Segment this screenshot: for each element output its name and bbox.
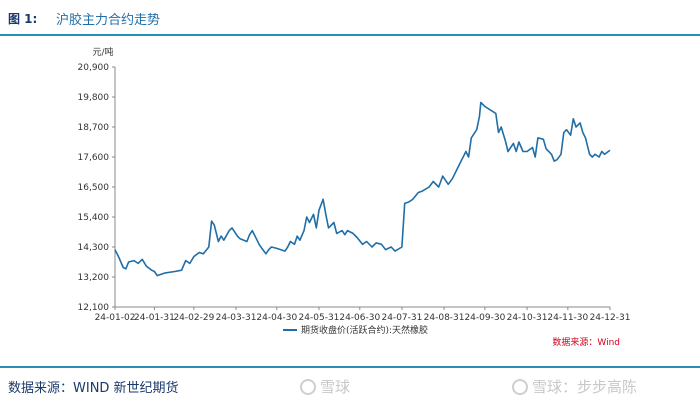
x-tick-label: 24-01-02	[95, 313, 136, 323]
x-tick-label: 24-06-30	[339, 313, 380, 323]
x-tick-label: 24-03-31	[216, 313, 257, 323]
y-tick-label: 13,200	[78, 273, 110, 283]
figure-header: 图 1: 沪胶主力合约走势	[0, 0, 700, 36]
y-tick-label: 17,600	[78, 153, 110, 163]
y-tick-label: 15,400	[78, 213, 110, 223]
watermark-icon	[512, 379, 528, 395]
axes-layer: 元/吨 12,100 13,200 14,300 15,400 16,500 17,600 1…	[78, 46, 631, 323]
x-tick-label: 24-07-31	[382, 313, 423, 323]
y-tick-label: 20,900	[78, 63, 110, 73]
watermark-right-text: 雪球：步步高陈	[532, 378, 638, 396]
x-tick-label: 24-11-30	[547, 313, 588, 323]
x-tick-label: 24-01-31	[134, 313, 175, 323]
series-layer	[114, 101, 611, 277]
data-source-label: 数据来源：WIND 新世纪期货	[8, 381, 179, 396]
x-tick-label: 24-09-30	[464, 313, 505, 323]
legend-label: 期货收盘价(活跃合约):天然橡胶	[301, 324, 428, 336]
watermark-left-text: 雪球	[320, 378, 351, 396]
x-tick-label: 24-12-31	[590, 313, 631, 323]
figure-label: 图 1:	[8, 12, 38, 26]
figure-title: 沪胶主力合约走势	[56, 13, 161, 28]
x-tick-label: 24-04-30	[256, 313, 297, 323]
x-tick-label: 24-08-31	[424, 313, 465, 323]
line-chart: 元/吨 12,100 13,200 14,300 15,400 16,500 17,600 1…	[78, 46, 631, 348]
chart-source-note: 数据来源：Wind	[552, 336, 620, 348]
series-line	[114, 101, 611, 277]
watermark-icon	[300, 379, 316, 395]
y-tick-label: 16,500	[78, 183, 110, 193]
y-tick-label: 14,300	[78, 243, 110, 253]
watermark-left: 雪球	[300, 376, 350, 397]
y-axis-unit-label: 元/吨	[92, 46, 113, 58]
y-tick-label: 18,700	[78, 123, 110, 133]
x-tick-label: 24-10-31	[507, 313, 548, 323]
watermark-right: 雪球：步步高陈	[512, 376, 637, 397]
x-tick-label: 24-05-31	[299, 313, 340, 323]
x-tick-label: 24-02-29	[173, 313, 214, 323]
y-tick-label: 12,100	[78, 303, 110, 313]
source-footer: 数据来源：WIND 新世纪期货 雪球 雪球：步步高陈	[0, 366, 700, 406]
chart-area: 元/吨 12,100 13,200 14,300 15,400 16,500 17,600 1…	[0, 36, 700, 366]
y-tick-label: 19,800	[78, 93, 110, 103]
